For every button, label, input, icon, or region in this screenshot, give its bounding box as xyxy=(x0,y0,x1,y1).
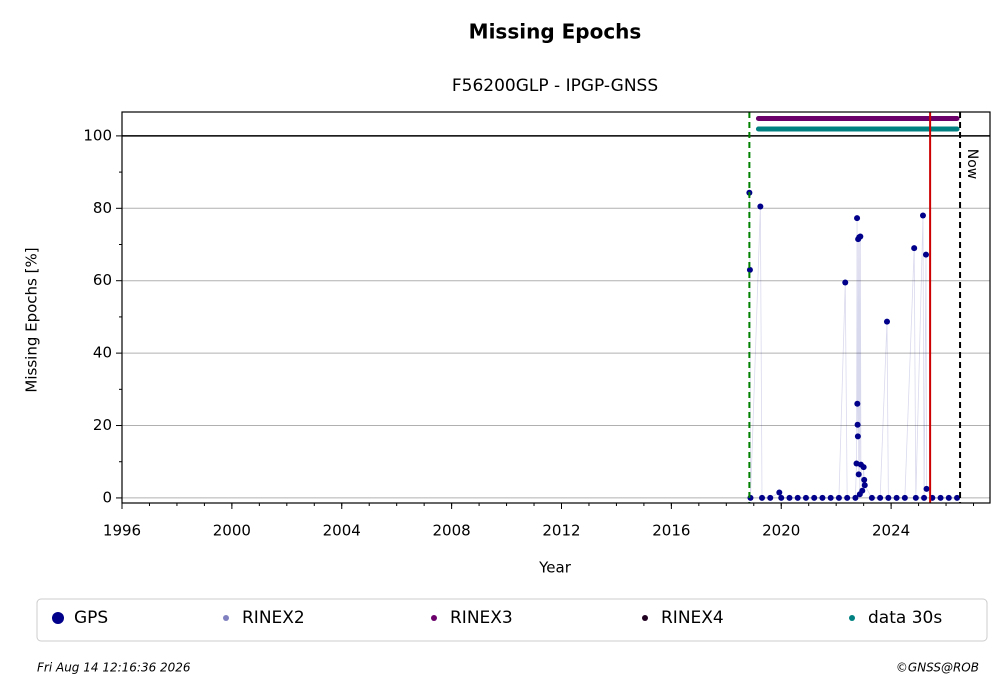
data-point xyxy=(746,266,753,273)
legend-label: RINEX2 xyxy=(242,608,305,628)
legend-label: RINEX3 xyxy=(450,608,513,628)
y-tick-label: 60 xyxy=(93,271,112,289)
data-point xyxy=(854,421,861,428)
x-tick-label: 1996 xyxy=(103,522,141,540)
plot-frame xyxy=(121,111,991,504)
data-point xyxy=(835,494,842,501)
data-point xyxy=(854,433,861,440)
data-point xyxy=(759,494,766,501)
legend-marker xyxy=(223,615,229,621)
x-tick-label: 2020 xyxy=(762,522,800,540)
y-tick-label: 40 xyxy=(93,344,112,362)
footer-timestamp: Fri Aug 14 12:16:36 2026 xyxy=(37,661,191,675)
data-point xyxy=(893,494,900,501)
legend-label: GPS xyxy=(74,608,108,628)
y-tick-label: 100 xyxy=(83,126,112,144)
x-tick-label: 2012 xyxy=(542,522,580,540)
x-tick-label: 2004 xyxy=(323,522,361,540)
y-axis-label: Missing Epochs [%] xyxy=(23,247,41,392)
legend-marker xyxy=(431,615,437,621)
data-point xyxy=(877,494,884,501)
x-tick-label: 2024 xyxy=(872,522,910,540)
x-axis-label: Year xyxy=(538,559,572,577)
x-tick-label: 2000 xyxy=(213,522,251,540)
legend-marker xyxy=(642,615,648,621)
data-point xyxy=(778,494,785,501)
data-point xyxy=(854,400,861,407)
data-point xyxy=(861,482,868,489)
data-point xyxy=(794,494,801,501)
chart-title: Missing Epochs xyxy=(469,20,642,44)
data-point xyxy=(776,489,783,496)
data-point xyxy=(811,494,818,501)
footer-credit: ©GNSS@ROB xyxy=(896,661,979,675)
legend-label: RINEX4 xyxy=(661,608,724,628)
data-point xyxy=(819,494,826,501)
data-point xyxy=(859,487,866,494)
data-point xyxy=(901,494,908,501)
data-point xyxy=(923,485,930,492)
data-point xyxy=(852,494,859,501)
legend-label: data 30s xyxy=(868,608,942,628)
data-point xyxy=(922,251,929,258)
y-tick-label: 20 xyxy=(93,416,112,434)
x-tick-label: 2008 xyxy=(433,522,471,540)
data-point xyxy=(802,494,809,501)
data-point xyxy=(945,494,952,501)
x-tick-label: 2016 xyxy=(652,522,690,540)
data-point xyxy=(868,494,875,501)
data-point xyxy=(861,476,868,483)
data-point xyxy=(747,494,754,501)
y-tick-label: 80 xyxy=(93,199,112,217)
data-point xyxy=(842,279,849,286)
data-point xyxy=(786,494,793,501)
legend-marker xyxy=(52,612,64,624)
data-point xyxy=(885,494,892,501)
data-point xyxy=(921,494,928,501)
data-point xyxy=(827,494,834,501)
data-point xyxy=(857,233,864,240)
legend-marker xyxy=(849,615,855,621)
data-point xyxy=(854,215,861,222)
legend-box xyxy=(36,598,988,642)
data-point xyxy=(937,494,944,501)
chart-subtitle: F56200GLP - IPGP-GNSS xyxy=(452,76,658,96)
vertical-line-label: Now xyxy=(964,149,980,180)
series-line xyxy=(748,192,958,499)
data-point xyxy=(954,494,961,501)
y-tick-label: 0 xyxy=(102,488,112,506)
data-point xyxy=(844,494,851,501)
data-point xyxy=(912,494,919,501)
data-point xyxy=(911,245,918,252)
data-point xyxy=(855,471,862,478)
data-point xyxy=(860,464,867,471)
data-point xyxy=(767,494,774,501)
data-point xyxy=(757,203,764,210)
data-point xyxy=(919,212,926,219)
data-point xyxy=(883,318,890,325)
